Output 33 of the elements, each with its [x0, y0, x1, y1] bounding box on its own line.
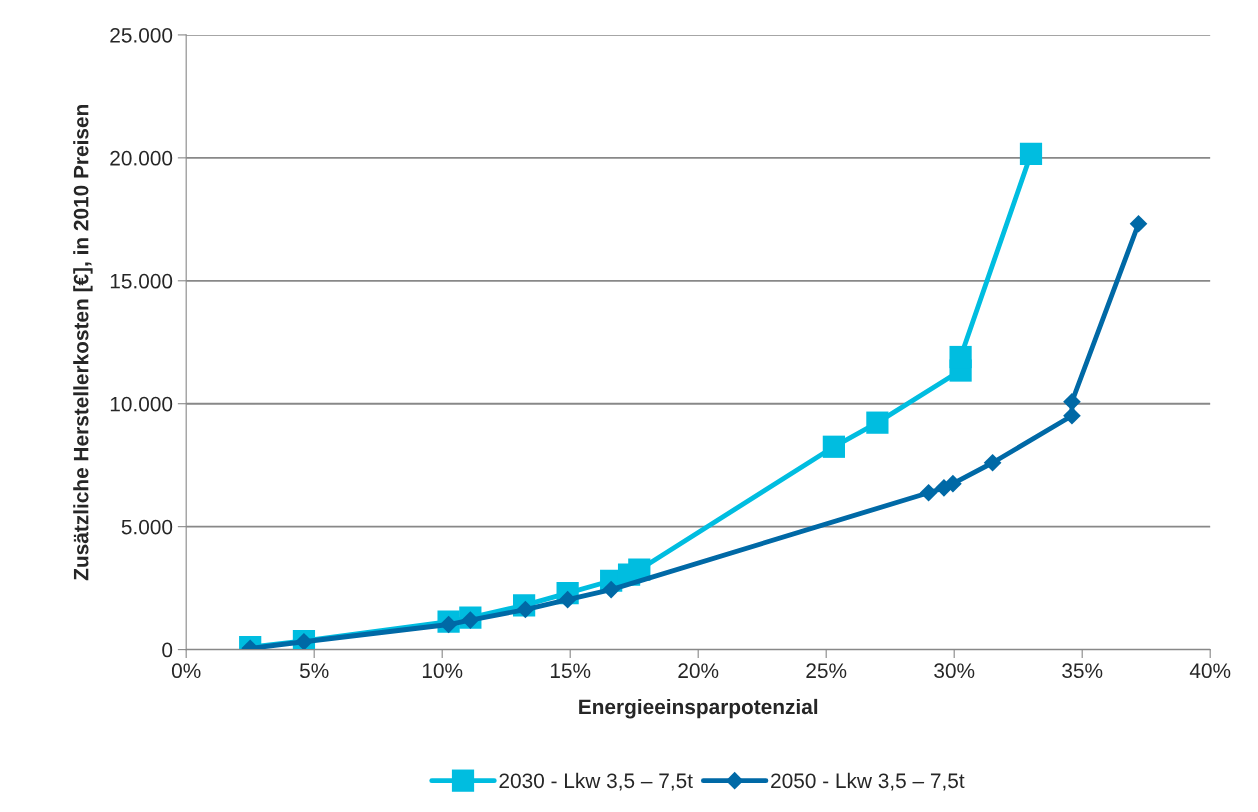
point — [602, 580, 620, 599]
x-tick-label: 30% — [934, 663, 975, 679]
x-axis-title: Energieeinsparpotenzial — [579, 698, 818, 719]
x-tick-label: 40% — [1189, 663, 1231, 679]
x-tick-label: 25% — [806, 663, 847, 679]
point — [866, 411, 889, 434]
y-tick-label: 25.000 — [110, 27, 173, 43]
x-tick-label: 5% — [299, 663, 329, 679]
point — [516, 600, 535, 619]
legend-label: 2030 - Lkw 3,5 – 7,5t — [499, 772, 693, 791]
x-tick-label: 0% — [171, 663, 201, 679]
legend-label: 2050 - Lkw 3,5 – 7,5t — [771, 772, 965, 791]
x-tick-label: 15% — [550, 663, 591, 679]
point — [558, 590, 577, 609]
point — [944, 474, 962, 493]
y-tick-label: 0 — [162, 642, 173, 658]
y-tick-label: 10.000 — [110, 396, 173, 412]
point — [1129, 214, 1148, 233]
point — [983, 453, 1002, 472]
point — [919, 483, 938, 502]
y-tick-label: 5.000 — [121, 519, 173, 535]
y-tick-label: 20.000 — [110, 150, 173, 166]
x-tick-label: 35% — [1062, 663, 1103, 679]
y-axis-title: Zusätzliche Herstellerkosten [€], in 2010 Preisen — [73, 105, 93, 581]
point — [1063, 392, 1081, 411]
point — [439, 615, 458, 634]
point — [949, 345, 972, 369]
x-tick-label: 20% — [678, 663, 719, 679]
point — [1019, 142, 1043, 166]
point — [461, 611, 480, 629]
y-tick-label: 15.000 — [110, 273, 173, 289]
x-tick-label: 10% — [422, 663, 463, 679]
point — [822, 435, 845, 458]
